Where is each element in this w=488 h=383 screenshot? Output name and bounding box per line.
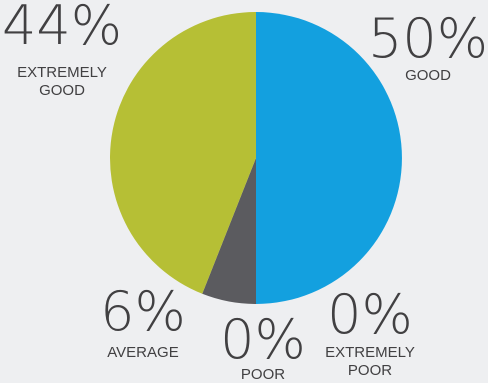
pct-label-extremely-poor: 0% <box>327 283 413 346</box>
pct-label-poor: 0% <box>220 308 306 371</box>
pct-label-good: 50% <box>368 7 488 70</box>
category-label-average: AVERAGE <box>107 344 178 361</box>
pie-slice-average <box>202 158 256 304</box>
pct-label-average: 6% <box>100 280 186 343</box>
pie-slices <box>109 12 402 304</box>
category-label-extremely-poor: POOR <box>348 362 392 379</box>
category-label-extremely-good: EXTREMELY <box>17 64 107 81</box>
category-label-good: GOOD <box>405 67 451 84</box>
pie-slice-extremely-good <box>109 12 256 294</box>
category-label-extremely-poor: EXTREMELY <box>325 344 415 361</box>
category-label-extremely-good: GOOD <box>39 82 85 99</box>
category-label-poor: POOR <box>241 366 285 383</box>
pie-slice-good <box>256 12 402 304</box>
pct-label-extremely-good: 44% <box>2 0 122 57</box>
